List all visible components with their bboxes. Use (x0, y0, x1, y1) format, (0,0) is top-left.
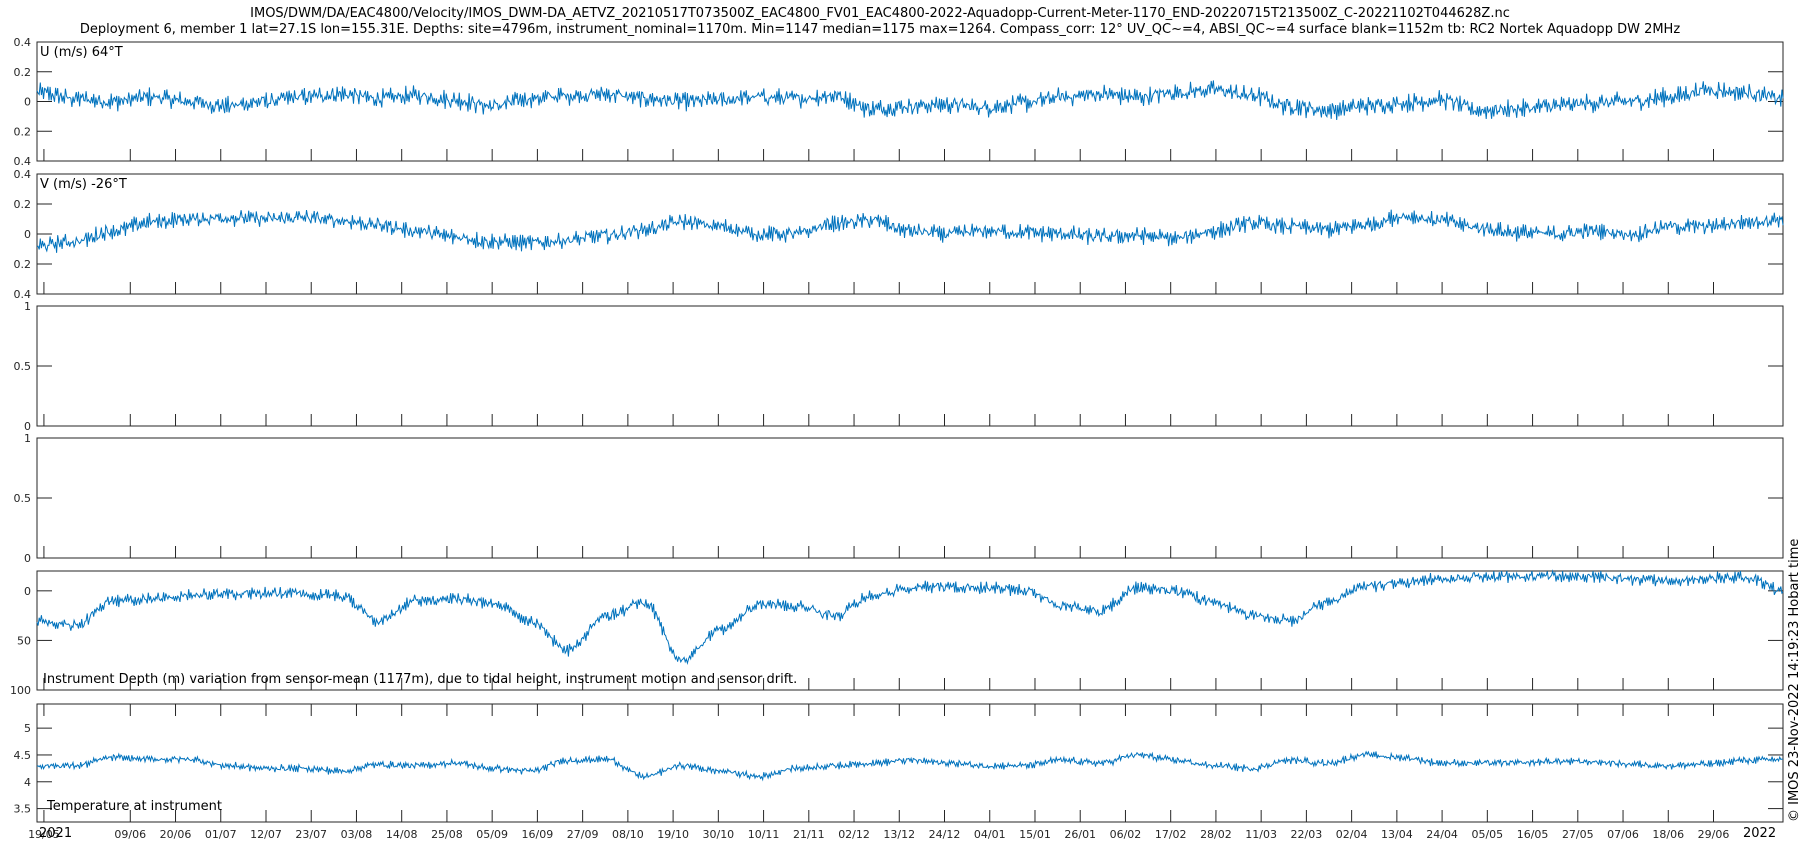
x-tick-label: 05/05 (1471, 828, 1503, 841)
x-tick-label: 25/08 (431, 828, 463, 841)
year-label: 2022 (1743, 826, 1776, 841)
year-label: 2021 (39, 826, 72, 841)
y-tick-label: 0.2 (14, 258, 32, 271)
x-tick-label: 07/06 (1607, 828, 1639, 841)
y-tick-label: 0 (24, 228, 31, 241)
chart-panel-5: 0 50 100 Instrument Depth (m) variation fro… (10, 569, 1784, 697)
x-tick-label: 11/03 (1245, 828, 1277, 841)
panel-label: Temperature at instrument (46, 799, 222, 814)
x-tick-label: 18/06 (1652, 828, 1684, 841)
chart-panel-3: 00.51 (14, 300, 1784, 433)
x-tick-label: 24/12 (929, 828, 961, 841)
plot-frame (36, 41, 1784, 162)
y-tick-label: 0.2 (14, 66, 32, 79)
figure-title-line-2: Deployment 6, member 1 lat=27.1S lon=155… (79, 22, 1681, 37)
y-tick-label: 0 (24, 585, 31, 598)
y-tick-label: 0 (24, 96, 31, 109)
y-tick-label: 5 (24, 722, 31, 735)
y-tick-label: 0.4 (14, 36, 32, 49)
y-tick-label: 4 (24, 776, 31, 789)
x-tick-label: 02/04 (1336, 828, 1368, 841)
x-tick-label: 26/01 (1064, 828, 1096, 841)
x-tick-label: 06/02 (1110, 828, 1142, 841)
chart-panel-4: 00.51 (14, 432, 1784, 565)
y-tick-label: 3.5 (14, 803, 32, 816)
x-tick-label: 29/06 (1698, 828, 1730, 841)
x-tick-label: 14/08 (386, 828, 418, 841)
x-axis: 19/05 09/06 20/06 01/07 12/07 23/07 03/08 14/08… (28, 826, 1776, 841)
y-tick-label: 0 (24, 552, 31, 565)
y-tick-label: 0.5 (14, 492, 32, 505)
x-tick-label: 17/02 (1155, 828, 1187, 841)
credit-text: © IMOS 23-Nov-2022 14:19:23 Hobart time (1787, 538, 1800, 822)
series-line (36, 80, 1784, 121)
y-tick-label: 0.2 (14, 125, 32, 138)
x-tick-label: 13/04 (1381, 828, 1413, 841)
plot-frame (36, 570, 1784, 691)
series-line (36, 209, 1784, 253)
x-tick-label: 10/11 (748, 828, 780, 841)
plot-frame (36, 305, 1784, 427)
y-tick-label: 1 (24, 432, 31, 445)
plot-frame (36, 437, 1784, 559)
x-tick-label: 20/06 (160, 828, 192, 841)
x-tick-label: 22/03 (1291, 828, 1323, 841)
chart-panel-2: 0.4 0.2 0 0.2 0.4 V (m/s) -26°T (14, 168, 1784, 301)
x-tick-label: 16/05 (1517, 828, 1549, 841)
x-tick-label: 01/07 (205, 828, 237, 841)
x-tick-label: 27/05 (1562, 828, 1594, 841)
y-tick-label: 0.2 (14, 198, 32, 211)
series-line (36, 750, 1783, 782)
x-tick-label: 12/07 (250, 828, 282, 841)
y-tick-label: 0.4 (14, 288, 32, 301)
figure-title-line-1: IMOS/DWM/DA/EAC4800/Velocity/IMOS_DWM-DA… (250, 6, 1510, 21)
chart-panel-6: 3.5 4 4.5 5 Temperature at instrument (14, 703, 1784, 823)
panel-label: U (m/s) 64°T (40, 45, 123, 60)
x-tick-label: 16/09 (522, 828, 554, 841)
series-line (36, 569, 1784, 665)
x-tick-label: 03/08 (341, 828, 373, 841)
x-tick-label: 15/01 (1019, 828, 1051, 841)
x-tick-label: 08/10 (612, 828, 644, 841)
y-tick-label: 0.4 (14, 155, 32, 168)
plot-frame (36, 703, 1784, 823)
y-tick-label: 0.4 (14, 168, 32, 181)
panel-label: Instrument Depth (m) variation from sens… (43, 672, 797, 687)
y-tick-label: 100 (10, 684, 31, 697)
x-tick-label: 05/09 (476, 828, 508, 841)
x-tick-label: 28/02 (1200, 828, 1232, 841)
y-tick-label: 0 (24, 420, 31, 433)
x-tick-label: 27/09 (567, 828, 599, 841)
chart-panel-1: 0.4 0.2 0 0.2 0.4 U (m/s) 64°T (14, 36, 1784, 168)
x-tick-label: 19/10 (657, 828, 689, 841)
x-tick-label: 09/06 (114, 828, 146, 841)
x-tick-label: 21/11 (793, 828, 825, 841)
x-tick-label: 13/12 (883, 828, 915, 841)
x-tick-label: 23/07 (295, 828, 327, 841)
y-tick-label: 1 (24, 300, 31, 313)
x-tick-label: 24/04 (1426, 828, 1458, 841)
y-tick-label: 4.5 (14, 749, 32, 762)
y-tick-label: 50 (17, 634, 31, 647)
panel-label: V (m/s) -26°T (40, 177, 127, 192)
x-tick-label: 02/12 (838, 828, 870, 841)
x-tick-label: 04/01 (974, 828, 1006, 841)
y-tick-label: 0.5 (14, 360, 32, 373)
x-tick-label: 30/10 (702, 828, 734, 841)
x-tick-label: 19/05 (28, 828, 60, 841)
